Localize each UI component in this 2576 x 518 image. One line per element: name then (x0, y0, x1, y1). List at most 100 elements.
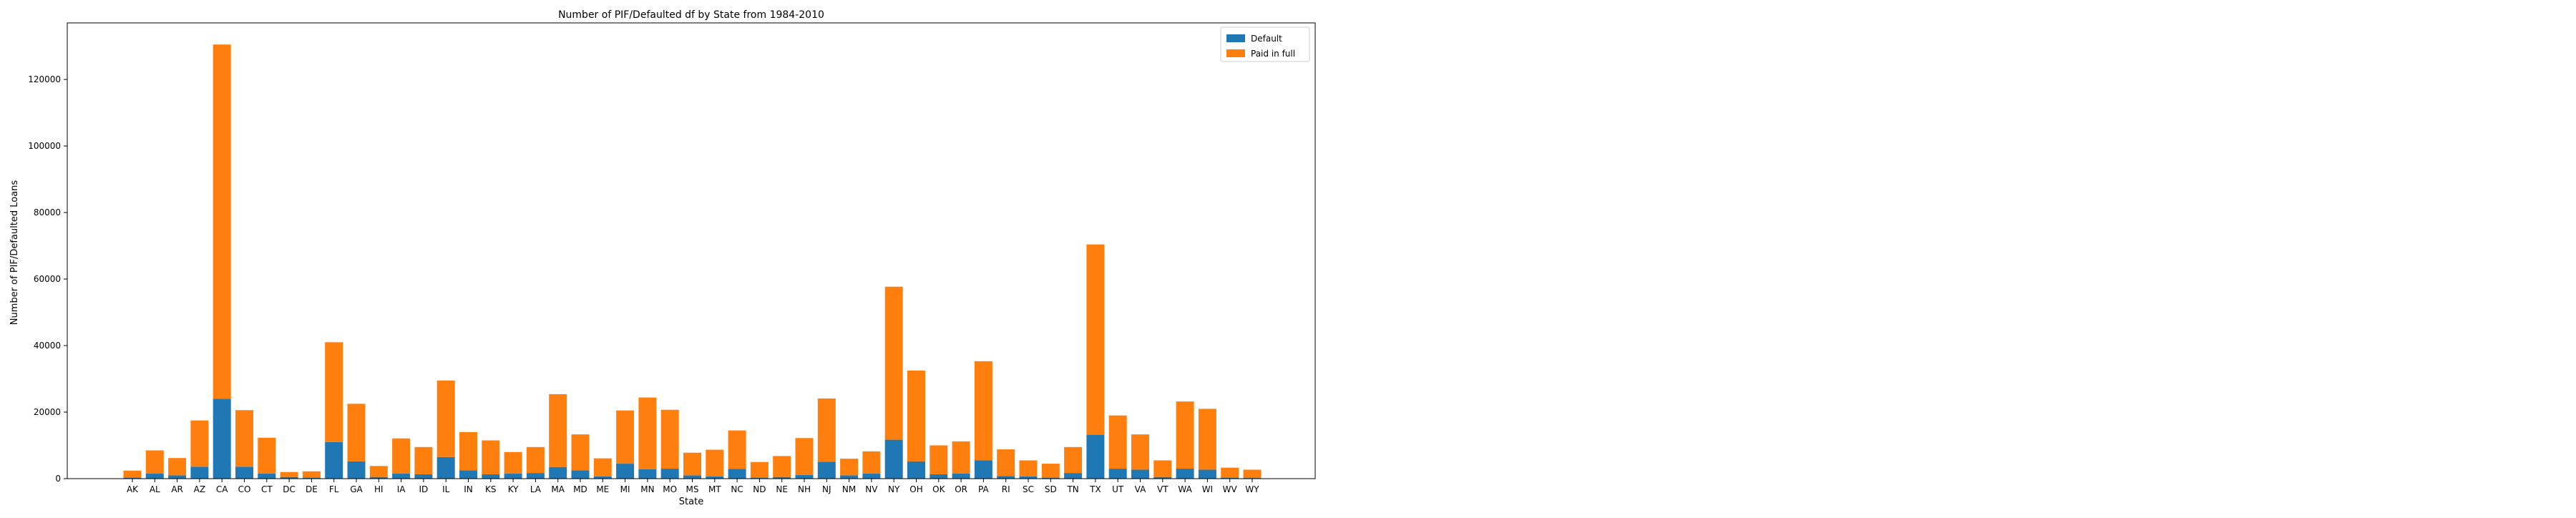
bar-default-va (1131, 469, 1149, 479)
bar-default-nm (840, 475, 859, 479)
bar-default-az (190, 466, 209, 479)
legend: Default Paid in full (1220, 26, 1310, 62)
x-tick-label: MT (708, 484, 721, 494)
bar-default-me (593, 476, 612, 479)
x-tick-label: RI (1002, 484, 1010, 494)
bar-paid-in-full-va (1131, 434, 1149, 470)
bar-paid-in-full-ak (123, 470, 142, 478)
bar-paid-in-full-wi (1198, 409, 1216, 470)
bar-default-mn (638, 469, 657, 479)
bar-default-ak (123, 477, 142, 479)
x-tick-label: FL (329, 484, 339, 494)
axes-layer: 0 20000 40000 60000 80000 100000 120000 AK AL AR A… (28, 22, 1316, 494)
bar-default-ma (549, 466, 567, 479)
bar-default-nc (728, 469, 746, 479)
bar-paid-in-full-ga (347, 404, 366, 461)
bar-paid-in-full-ma (549, 394, 567, 467)
x-tick-label: KY (508, 484, 519, 494)
bar-default-ok (930, 474, 948, 479)
bar-paid-in-full-il (436, 380, 455, 457)
x-tick-label: WV (1223, 484, 1238, 494)
x-tick-label: WY (1245, 484, 1259, 494)
bar-default-de (302, 477, 321, 479)
x-tick-label: ME (596, 484, 609, 494)
bar-paid-in-full-dc (280, 471, 298, 477)
bar-paid-in-full-ct (258, 437, 276, 474)
bar-default-nj (817, 461, 836, 479)
x-tick-label: MD (573, 484, 587, 494)
x-tick-label: VT (1157, 484, 1169, 494)
bar-default-ne (773, 477, 791, 479)
bar-paid-in-full-sc (1019, 460, 1038, 477)
x-tick-label: KS (485, 484, 497, 494)
bar-default-nh (795, 474, 814, 479)
legend-swatch-paid-in-full (1226, 49, 1245, 57)
x-tick-label: CO (238, 484, 251, 494)
x-tick-label: MO (663, 484, 677, 494)
y-axis-label: Number of PIF/Defaulted Loans (9, 180, 20, 326)
x-tick-label: NE (776, 484, 788, 494)
x-tick-label: GA (350, 484, 363, 494)
x-tick-label: NC (731, 484, 743, 494)
bar-paid-in-full-wa (1176, 401, 1194, 469)
x-tick-label: VA (1135, 484, 1146, 494)
bar-default-md (571, 470, 590, 479)
legend-swatch-default (1226, 34, 1245, 42)
x-tick-label: MA (551, 484, 565, 494)
bar-paid-in-full-nj (817, 398, 836, 462)
bar-paid-in-full-ks (482, 440, 500, 474)
bar-default-il (436, 456, 455, 479)
bar-paid-in-full-az (190, 420, 209, 467)
bar-paid-in-full-fl (325, 342, 343, 442)
bar-default-mo (660, 469, 679, 479)
bar-paid-in-full-sd (1041, 464, 1060, 478)
bar-paid-in-full-ny (884, 286, 903, 440)
x-tick-label: MS (686, 484, 699, 494)
x-tick-label: UT (1112, 484, 1124, 494)
bar-paid-in-full-in (459, 431, 477, 471)
bar-paid-in-full-ri (997, 449, 1015, 477)
bar-default-dc (280, 477, 298, 479)
x-tick-label: SC (1023, 484, 1034, 494)
bar-paid-in-full-wy (1243, 469, 1262, 479)
bar-default-sc (1019, 476, 1038, 479)
x-tick-label: NV (865, 484, 878, 494)
x-tick-label: TN (1066, 484, 1078, 494)
x-tick-label: AZ (194, 484, 205, 494)
bar-default-mt (706, 476, 724, 479)
bar-default-ky (504, 474, 522, 479)
x-tick-label: IL (442, 484, 450, 494)
bar-default-vt (1153, 477, 1172, 479)
bar-paid-in-full-wv (1221, 467, 1239, 478)
bar-default-ca (213, 399, 231, 479)
bar-paid-in-full-ut (1108, 415, 1127, 469)
y-tick-label: 20000 (34, 407, 61, 417)
x-tick-label: IA (397, 484, 406, 494)
bar-paid-in-full-id (414, 446, 433, 474)
x-tick-label: NJ (822, 484, 831, 494)
y-tick-label: 80000 (34, 207, 61, 218)
bar-paid-in-full-pa (974, 361, 992, 461)
chart-title: Number of PIF/Defaulted df by State from… (558, 9, 824, 21)
x-tick-label: OK (932, 484, 945, 494)
bar-paid-in-full-ms (683, 452, 701, 476)
bar-paid-in-full-al (145, 450, 164, 474)
bar-paid-in-full-ky (504, 451, 522, 474)
bar-default-wv (1221, 477, 1239, 479)
bar-paid-in-full-ca (213, 44, 231, 399)
bar-paid-in-full-ne (773, 456, 791, 477)
bar-default-fl (325, 441, 343, 479)
bar-paid-in-full-nc (728, 430, 746, 469)
bar-default-nv (862, 474, 881, 479)
bar-default-wa (1176, 469, 1194, 479)
x-tick-label: AL (150, 484, 160, 494)
x-tick-label: PA (978, 484, 989, 494)
bar-paid-in-full-mt (706, 449, 724, 477)
bar-paid-in-full-md (571, 434, 590, 471)
bar-paid-in-full-de (302, 471, 321, 478)
bar-default-or (952, 474, 970, 479)
x-tick-label: CA (216, 484, 228, 494)
x-tick-label: OR (955, 484, 967, 494)
